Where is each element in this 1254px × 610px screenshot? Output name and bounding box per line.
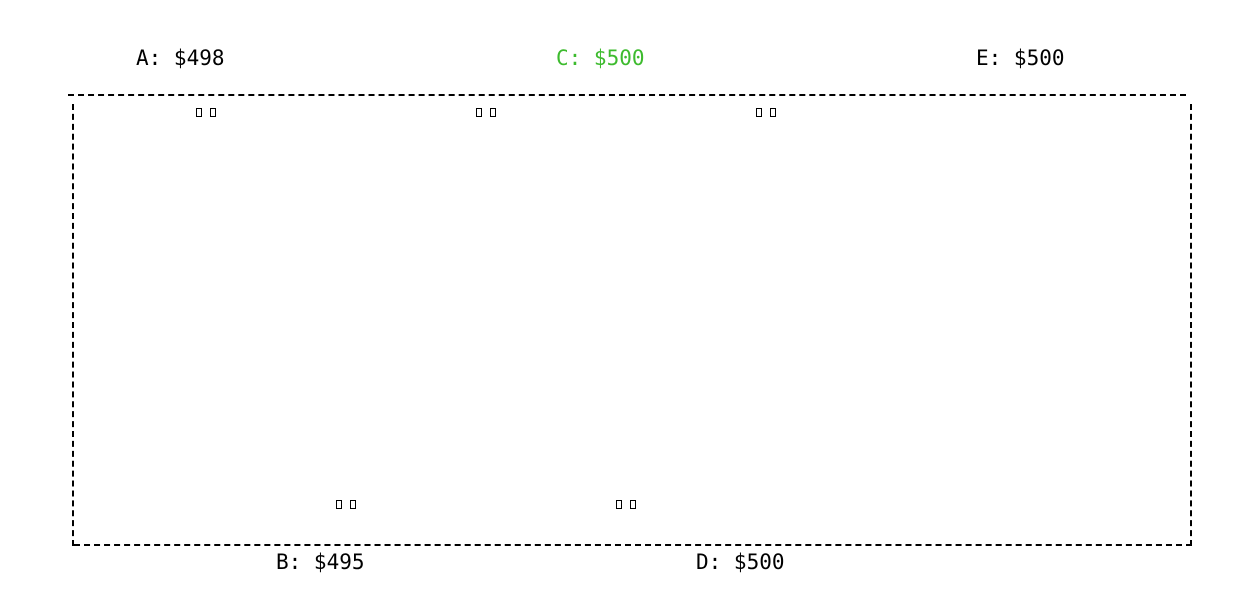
card-back-icon [616,500,622,509]
player-c-label: C: $500 [556,46,645,70]
table-border-left [72,104,74,546]
table-border-right [1190,104,1192,546]
player-e-hand [756,108,778,118]
card-back-icon [770,108,776,117]
game-table [66,94,1194,546]
player-e-label: E: $500 [976,46,1065,70]
table-border-top [68,94,1186,96]
card-back-icon [336,500,342,509]
player-d-hand [616,500,638,510]
card-back-icon [196,108,202,117]
player-d-label: D: $500 [696,550,785,574]
player-a-label: A: $498 [136,46,225,70]
card-back-icon [490,108,496,117]
card-back-icon [210,108,216,117]
player-b-hand [336,500,358,510]
card-back-icon [756,108,762,117]
card-back-icon [476,108,482,117]
card-back-icon [630,500,636,509]
player-a-hand [196,108,218,118]
player-b-label: B: $495 [276,550,365,574]
card-back-icon [350,500,356,509]
table-border-bottom [74,544,1192,546]
player-c-hand [476,108,498,118]
